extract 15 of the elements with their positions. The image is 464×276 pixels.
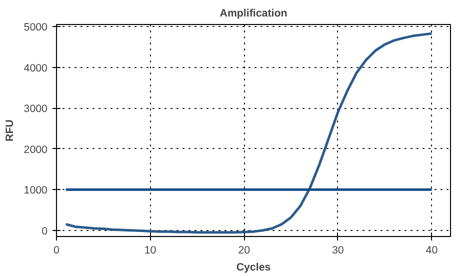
x-tick-label: 10 — [144, 244, 156, 256]
y-tick-label: 0 — [42, 225, 48, 238]
y-tick-label: 3000 — [24, 103, 48, 116]
y-tick-label: 5000 — [24, 22, 48, 34]
chart-title: Amplification — [220, 8, 288, 20]
y-axis-title: RFU — [4, 119, 16, 142]
line-series — [64, 32, 433, 234]
x-tick-label: 40 — [426, 244, 438, 256]
y-tick-label: 2000 — [24, 144, 48, 156]
x-tick-label: 0 — [54, 244, 60, 256]
y-tick-label: 4000 — [24, 62, 48, 74]
y-tick-label: 1000 — [24, 184, 48, 197]
x-axis-title: Cycles — [236, 262, 271, 274]
x-tick-label: 20 — [238, 244, 250, 256]
x-tick-label: 30 — [332, 244, 344, 256]
